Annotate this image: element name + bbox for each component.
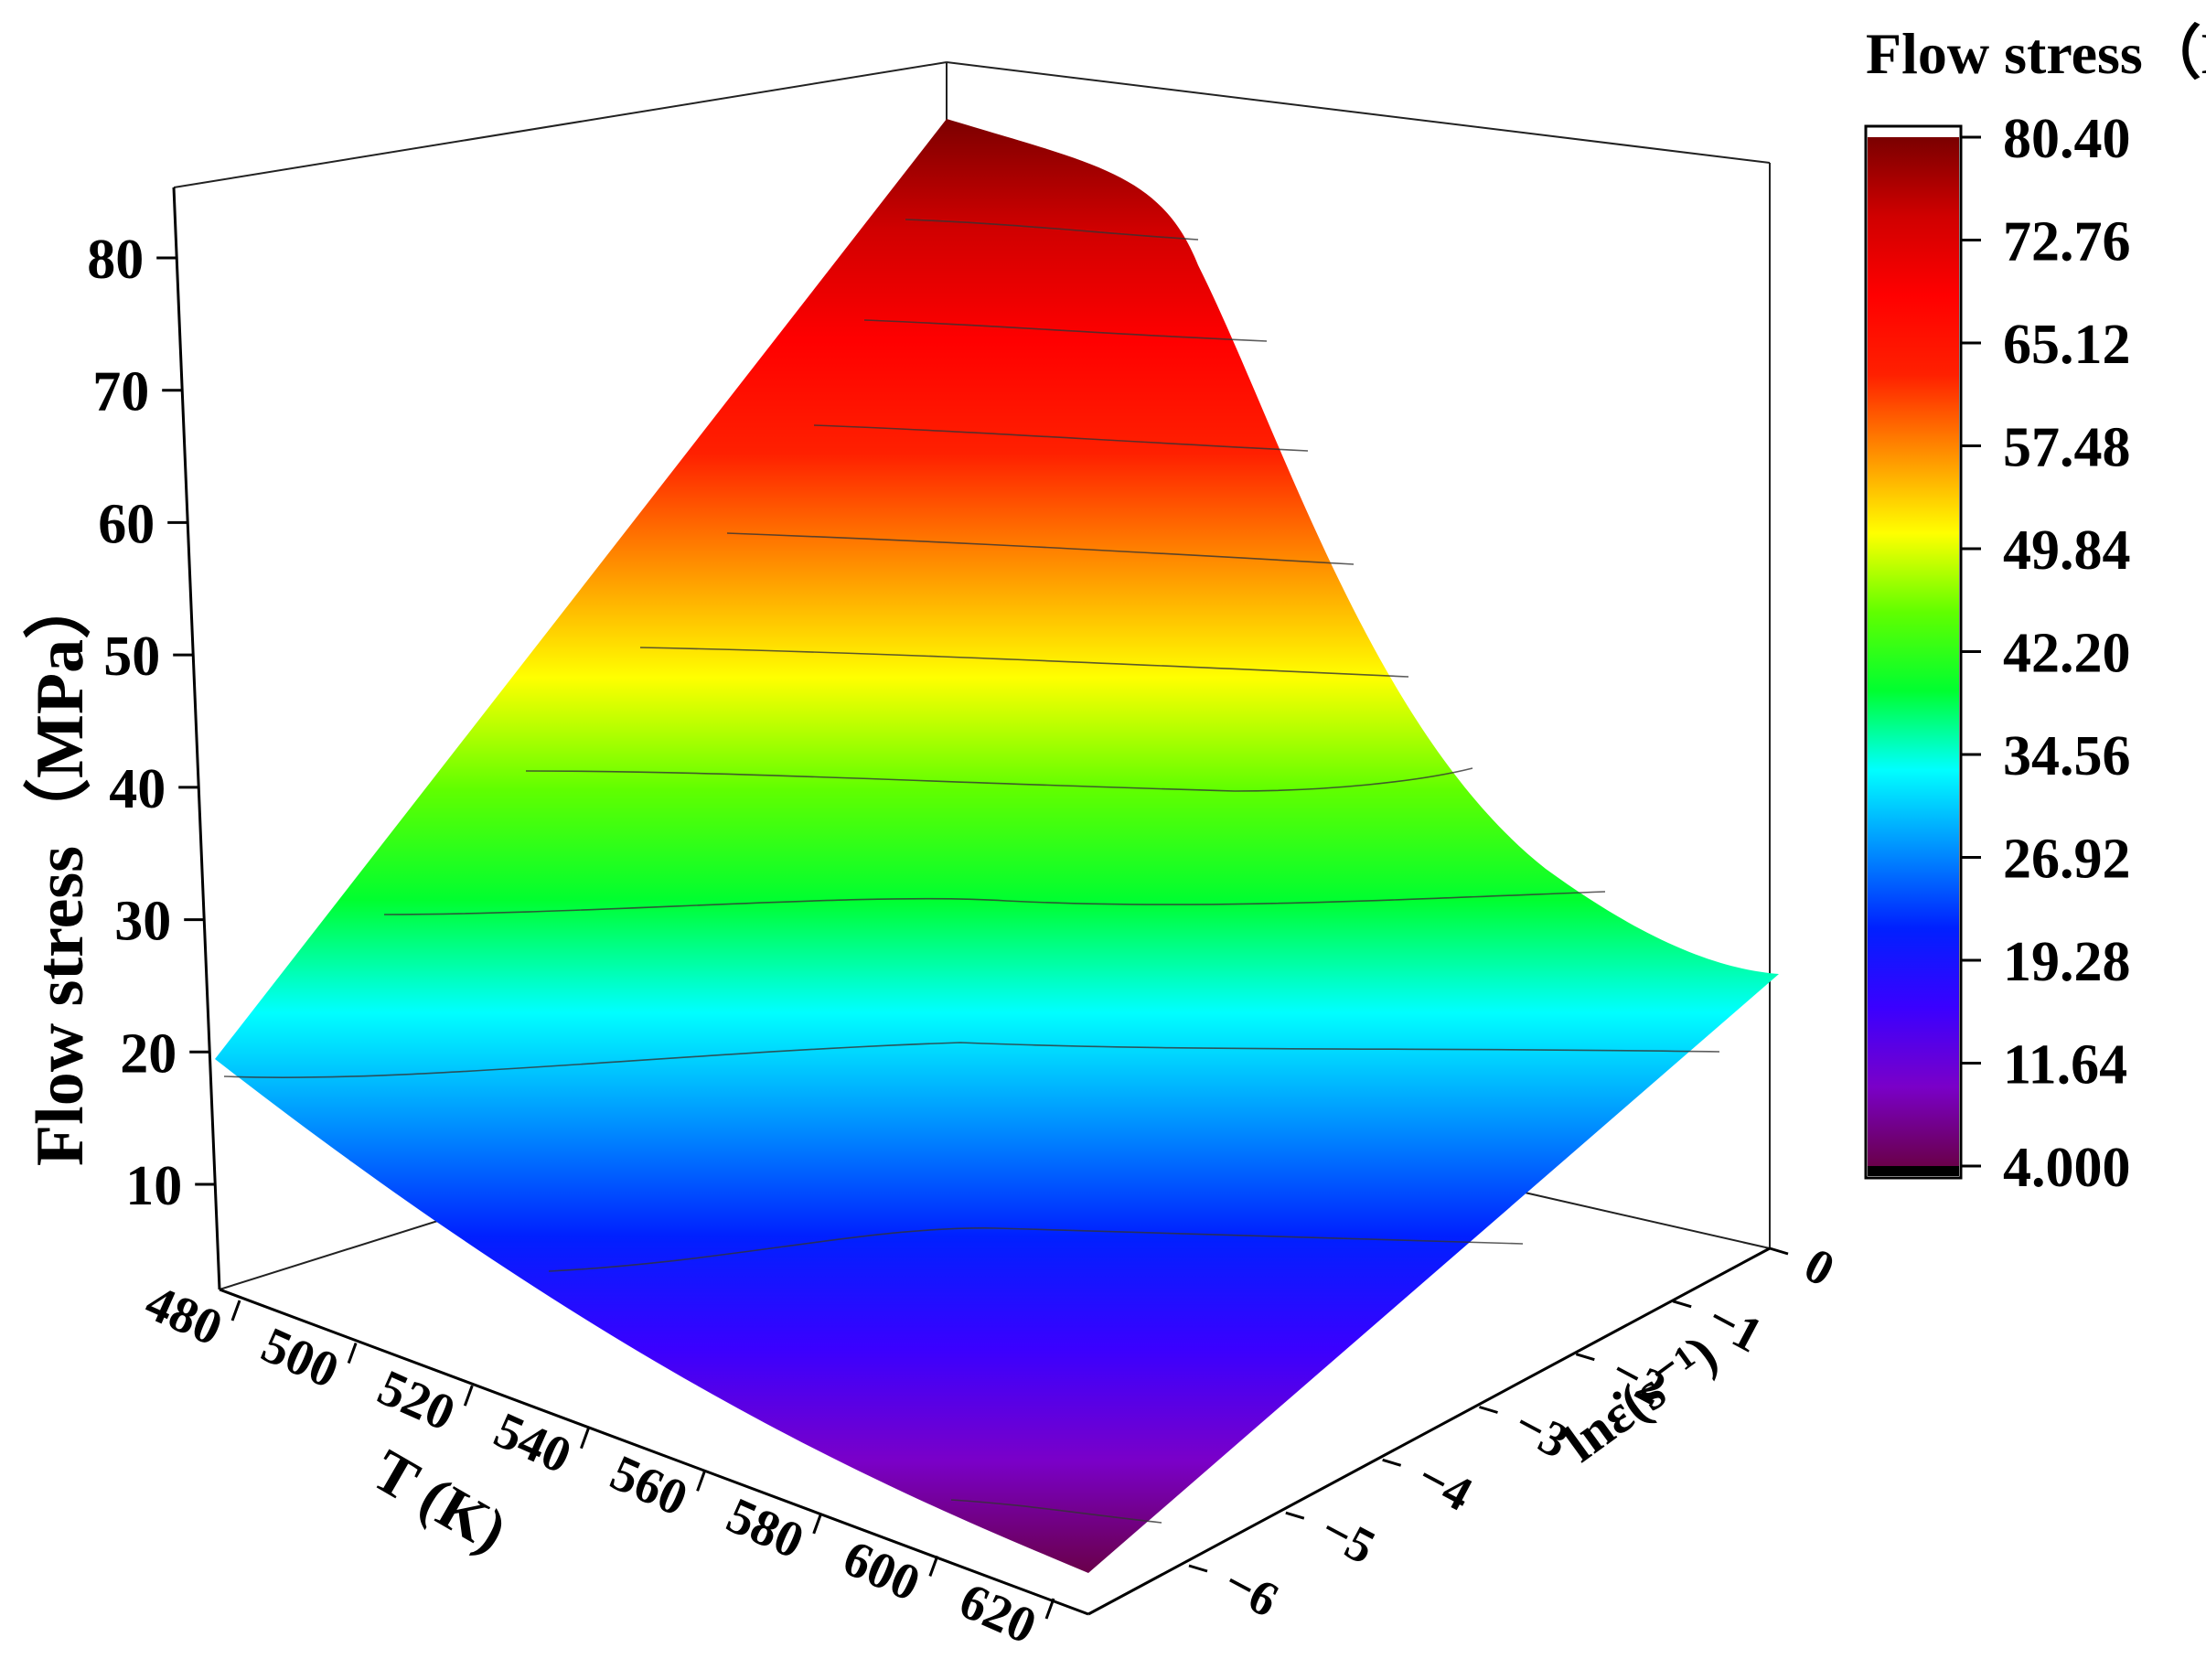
rate-tick-mark [1575,1353,1595,1362]
contour-line [863,319,1268,342]
colorbar-tick-label: 4.000 [2003,1137,2131,1199]
contour-line [383,891,1606,915]
z-axis-line [172,187,221,1290]
t-tick-mark [347,1343,358,1364]
t-axis-line [219,1288,1089,1616]
rate-axis-title: lnε̇(s⁻¹) [1553,1323,1728,1473]
t-tick-label: 480 [137,1274,230,1357]
z-tick-label: 80 [87,229,144,291]
t-tick-label: 620 [951,1572,1044,1655]
t-tick-mark [580,1428,590,1450]
contour-lines [223,219,1720,1524]
rate-axis-line [1087,1247,1771,1616]
colorbar-ticks: 80.40 72.76 65.12 57.48 49.84 42.20 34.56 26.92… [1961,108,2131,1199]
z-tick-label: 60 [98,493,155,555]
t-tick-mark [696,1470,706,1492]
z-tick-label: 40 [109,758,166,820]
colorbar-gradient [1868,137,1959,1166]
colorbar-tick-label: 80.40 [2003,108,2131,170]
contour-line [548,1227,1524,1272]
colorbar-underflow-swatch [1868,1166,1959,1176]
t-tick-label: 580 [719,1487,812,1570]
axis-lines [172,187,1771,1616]
rate-tick-mark [1672,1300,1692,1309]
z-tick-label: 70 [92,361,149,423]
rate-tick-label: 0 [1795,1237,1843,1298]
t-tick-mark [928,1555,939,1577]
t-tick-label: 600 [835,1529,928,1612]
colorbar-tick-label: 72.76 [2003,211,2131,273]
colorbar-tick-label: 26.92 [2003,829,2131,891]
t-tick-label: 540 [486,1402,579,1485]
colorbar-tick-label: 57.48 [2003,417,2131,479]
contour-line [813,424,1309,452]
t-tick-label: 500 [253,1317,347,1400]
contour-line [726,532,1355,565]
contour-line [905,219,1199,241]
rate-tick-label: −5 [1312,1502,1384,1575]
colorbar-tick-label: 19.28 [2003,931,2131,993]
rate-tick-mark [1769,1247,1789,1256]
colorbar-tick-label: 49.84 [2003,519,2131,582]
z-axis-ticks: 10 20 30 40 50 60 70 80 [87,229,216,1217]
contour-line [950,1499,1162,1524]
t-tick-mark [812,1513,823,1535]
colorbar-tick-label: 11.64 [2003,1034,2127,1097]
rate-tick-mark [1285,1511,1305,1520]
z-tick-label: 20 [120,1022,177,1085]
colorbar-title: Flow stress（MPa） [1866,21,2206,86]
z-tick-label: 30 [114,891,171,953]
stress-surface [215,119,1779,1573]
colorbar: Flow stress（MPa） 80.40 72.76 65.12 57.48 49.… [1864,21,2206,1199]
contour-line [223,1042,1720,1078]
t-tick-mark [230,1300,241,1322]
back-wall-edge-right [946,61,1771,164]
z-tick-label: 50 [103,626,160,688]
rate-tick-mark [1188,1564,1208,1573]
t-tick-mark [1044,1598,1055,1620]
t-tick-mark [463,1385,474,1407]
contour-line [525,767,1473,792]
rate-tick-mark [1479,1406,1498,1414]
z-tick-label: 10 [125,1155,182,1217]
colorbar-tick-label: 65.12 [2003,314,2131,376]
colorbar-tick-label: 42.20 [2003,623,2131,685]
rate-tick-label: −6 [1215,1555,1287,1628]
contour-line [639,647,1409,678]
z-axis-title: Flow stress（MPa） [23,572,98,1166]
surface-patch [215,119,1779,1573]
back-wall-edge-left [173,61,948,188]
colorbar-tick-label: 34.56 [2003,725,2131,787]
t-tick-label: 560 [603,1444,696,1527]
rate-tick-label: −4 [1408,1449,1481,1522]
t-tick-label: 520 [369,1359,463,1442]
rate-tick-mark [1382,1458,1402,1467]
